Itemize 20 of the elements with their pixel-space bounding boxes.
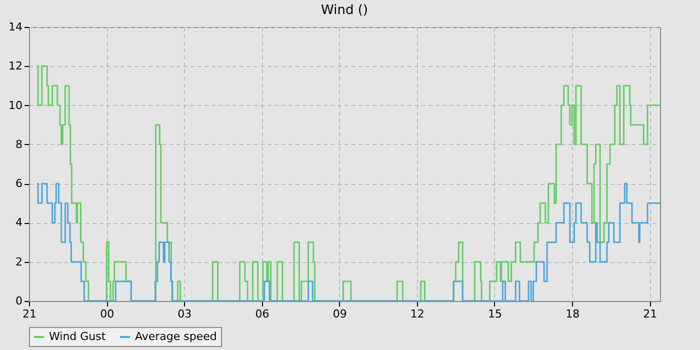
legend-label: Average speed bbox=[135, 330, 217, 343]
legend-label: Wind Gust bbox=[49, 330, 106, 343]
x-tick-label: 12 bbox=[410, 308, 424, 320]
y-tick-label: 8 bbox=[16, 138, 22, 151]
y-tick-label: 0 bbox=[16, 294, 22, 308]
x-tick-label: 03 bbox=[178, 308, 192, 320]
x-tick-label: 15 bbox=[488, 308, 502, 320]
y-tick-label: 2 bbox=[16, 255, 22, 268]
x-tick-label: 21 bbox=[643, 308, 658, 320]
y-tick-label: 12 bbox=[8, 60, 22, 73]
y-tick-label: 6 bbox=[16, 177, 22, 190]
x-tick-label: 18 bbox=[566, 308, 580, 320]
x-tick-label: 06 bbox=[255, 308, 270, 320]
x-tick-label: 00 bbox=[100, 308, 114, 320]
x-tick-label: 09 bbox=[332, 308, 347, 320]
chart-title: Wind () bbox=[321, 3, 368, 18]
x-tick-label: 21 bbox=[22, 308, 36, 320]
y-tick-label: 10 bbox=[8, 98, 22, 112]
y-tick-label: 4 bbox=[16, 216, 22, 230]
y-tick-label: 14 bbox=[8, 20, 22, 34]
